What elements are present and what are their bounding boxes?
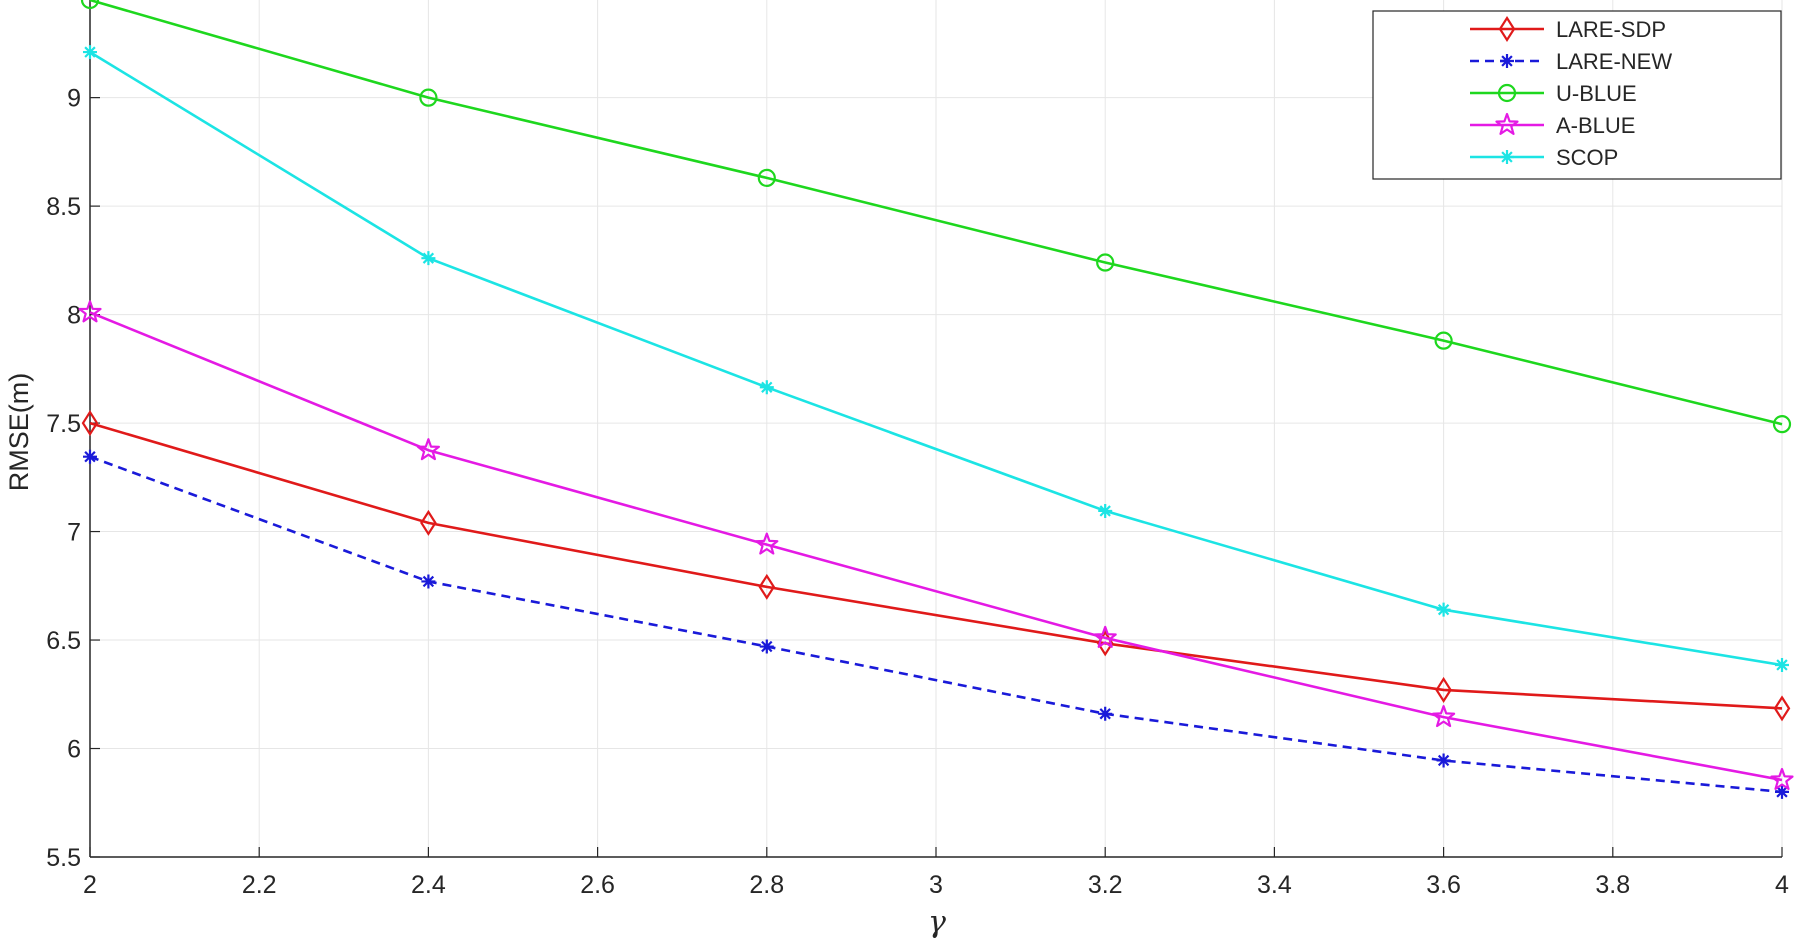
series-line-lare-sdp: [89, 421, 1783, 710]
axes: [89, 0, 1783, 858]
data-point-a-blue: [1431, 704, 1456, 728]
y-tick-label: 9: [67, 85, 81, 113]
legend-marker-a-blue: [1495, 112, 1519, 135]
data-point-lare-sdp: [758, 573, 776, 600]
legend-label-scop: SCOP: [1556, 145, 1618, 170]
y-tick-label: 6: [67, 736, 81, 764]
x-tick-label: 2.2: [242, 871, 277, 899]
legend-label-a-blue: A-BLUE: [1556, 113, 1635, 138]
legend-label-lare-sdp: LARE-SDP: [1556, 17, 1666, 42]
data-point-a-blue: [755, 532, 779, 555]
data-point-lare-sdp: [1435, 676, 1452, 703]
y-tick-label: 7.5: [46, 410, 81, 438]
data-point-lare-new: [421, 574, 436, 589]
data-point-scop: [83, 45, 97, 60]
legend-label-u-blue: U-BLUE: [1556, 81, 1637, 106]
legend-marker-lare-sdp: [1498, 15, 1516, 43]
x-tick-label: 3.4: [1257, 871, 1292, 899]
y-tick-label: 8.5: [46, 193, 81, 221]
data-point-scop: [1775, 657, 1789, 672]
series-a-blue: [78, 300, 1794, 791]
y-tick-label: 7: [67, 519, 81, 547]
data-point-u-blue: [1096, 253, 1115, 272]
data-point-a-blue: [1770, 767, 1794, 791]
x-tick-label: 3.2: [1088, 871, 1123, 899]
series-layer: [78, 0, 1794, 799]
data-point-lare-sdp: [420, 509, 437, 536]
data-point-scop: [421, 251, 436, 266]
series-u-blue: [80, 0, 1792, 434]
data-point-lare-sdp: [81, 410, 99, 437]
y-axis-label: RMSE(m): [4, 373, 34, 491]
data-point-lare-new: [83, 449, 97, 464]
legend: LARE-SDP LARE-NEW U-BLUE A-BLUE SCOP: [1372, 10, 1782, 180]
legend-marker-lare-new: [1500, 54, 1514, 68]
x-tick-label: 2: [83, 871, 97, 899]
data-point-u-blue: [80, 0, 100, 10]
data-point-scop: [1436, 602, 1451, 617]
data-point-a-blue: [78, 300, 102, 323]
x-tick-label: 2.4: [411, 871, 446, 899]
data-point-a-blue: [416, 438, 440, 461]
data-point-a-blue: [1093, 625, 1117, 648]
x-tick-label: 4: [1775, 871, 1789, 899]
data-point-lare-new: [759, 639, 774, 654]
data-point-lare-sdp: [1773, 695, 1791, 722]
data-point-lare-new: [1098, 706, 1113, 721]
x-tick-label: 3.6: [1426, 871, 1461, 899]
x-tick-label: 2.6: [580, 871, 615, 899]
y-tick-label: 6.5: [46, 627, 81, 655]
data-point-u-blue: [1772, 415, 1792, 434]
x-tick-label: 3: [929, 871, 943, 899]
x-tick-label: 2.8: [749, 871, 784, 899]
series-line-lare-new: [89, 455, 1783, 794]
x-tick-label: 3.8: [1595, 871, 1630, 899]
tick-labels: 2 2.2 2.4 2.6 2.8 3 3.2 3.4 3.6 3.8 4 5.5 6 6.5 7 7.5 8 8…: [46, 85, 1789, 899]
data-point-lare-new: [1775, 784, 1789, 799]
data-point-u-blue: [757, 168, 776, 188]
x-axis-label: γ: [928, 905, 946, 940]
data-point-lare-new: [1436, 753, 1451, 768]
data-point-scop: [1098, 503, 1113, 518]
data-point-u-blue: [1434, 331, 1453, 350]
series-lare-new: [83, 449, 1789, 799]
y-tick-label: 5.5: [46, 844, 81, 872]
series-scop: [83, 45, 1789, 672]
y-tick-label: 8: [67, 302, 81, 330]
legend-label-lare-new: LARE-NEW: [1556, 49, 1672, 74]
series-line-scop: [89, 50, 1783, 667]
legend-marker-scop: [1500, 150, 1514, 164]
legend-marker-u-blue: [1497, 83, 1517, 103]
data-point-u-blue: [419, 88, 438, 107]
series-line-a-blue: [89, 311, 1783, 782]
data-point-scop: [759, 380, 774, 395]
series-line-u-blue: [89, 0, 1783, 426]
legend-box: [1372, 10, 1782, 180]
